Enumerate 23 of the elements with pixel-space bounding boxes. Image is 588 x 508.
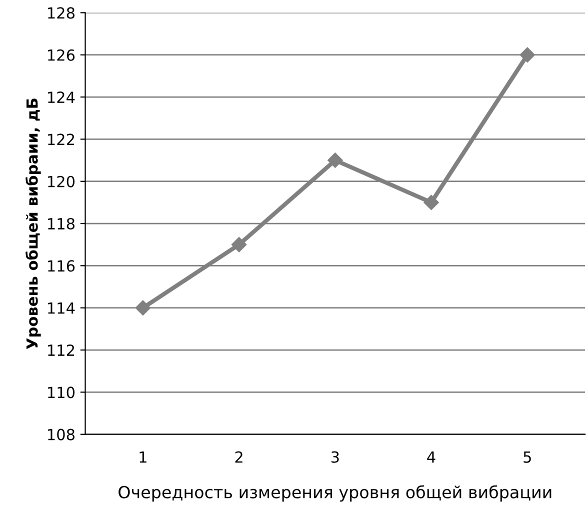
x-axis-title: Очередность измерения уровня общей вибрации — [118, 485, 552, 502]
y-tick-label: 116 — [48, 260, 75, 272]
y-tick-label: 114 — [48, 302, 75, 314]
x-tick-label: 4 — [427, 451, 436, 463]
y-axis-title: Уровень общей вибраии, дБ — [26, 98, 41, 350]
x-tick-label: 5 — [524, 451, 531, 463]
y-tick-label: 122 — [48, 134, 74, 145]
y-tick-label: 124 — [48, 91, 75, 103]
point — [424, 194, 439, 210]
y-tick-label: 108 — [48, 428, 74, 440]
point — [328, 152, 343, 168]
x-tick-label: 3 — [331, 451, 339, 463]
y-tick-label: 120 — [48, 176, 75, 188]
y-tick-label: 112 — [48, 344, 74, 356]
y-tick-label: 110 — [48, 386, 75, 398]
y-tick-label: 128 — [48, 7, 74, 19]
y-tick-label: 118 — [48, 218, 74, 230]
point — [520, 47, 535, 62]
y-tick-label: 126 — [48, 49, 75, 61]
x-tick-label: 1 — [140, 451, 146, 463]
point — [135, 300, 150, 316]
point — [231, 237, 247, 252]
x-tick-label: 2 — [235, 451, 242, 463]
